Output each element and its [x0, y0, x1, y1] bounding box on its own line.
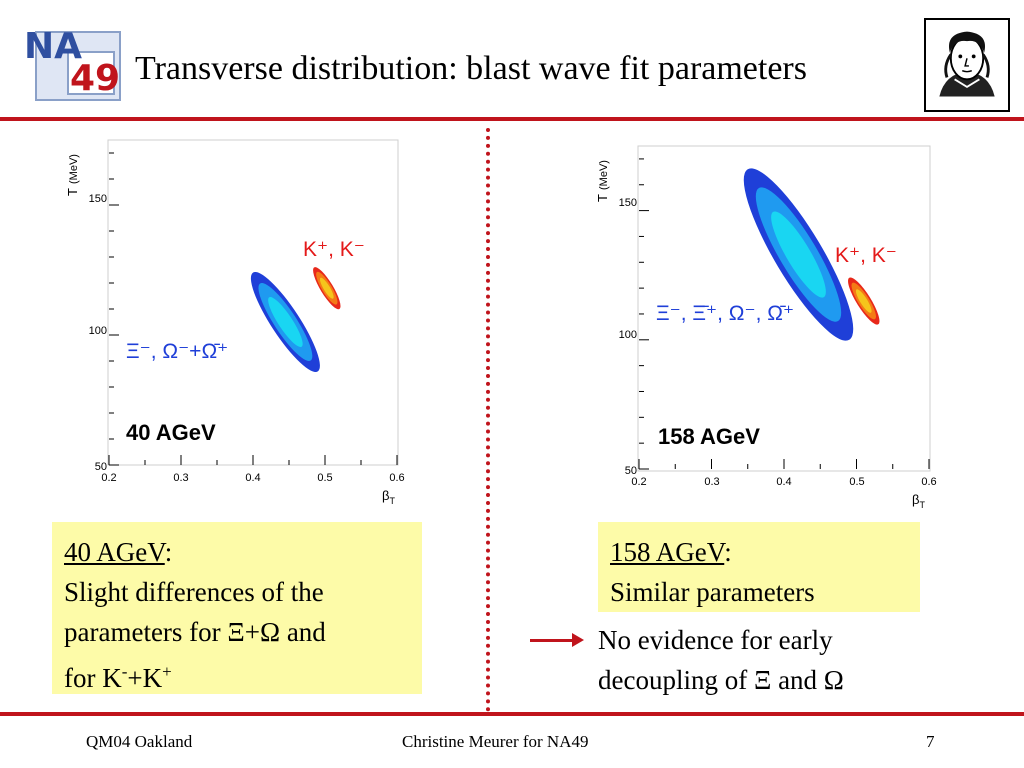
arrowhead-icon: [572, 633, 584, 647]
note-heading: 158 AGeV: [610, 537, 725, 567]
y-tick-label: 100: [619, 329, 637, 341]
goethe-portrait-icon: [924, 18, 1010, 112]
note-line: Similar parameters: [610, 577, 815, 607]
y-tick-label: 50: [95, 461, 107, 473]
contour-level: [771, 211, 826, 298]
contour-level: [319, 277, 334, 299]
page-number: 7: [926, 732, 935, 751]
vertical-divider: [486, 128, 490, 712]
contour-level: [855, 289, 872, 313]
top-divider: [0, 117, 1024, 121]
y-tick-label: 50: [625, 465, 637, 477]
right-arrow-icon: [530, 639, 574, 642]
x-tick-label: 0.6: [921, 476, 936, 488]
slide-title: Transverse distribution: blast wave fit …: [135, 50, 807, 87]
logo-na-text: NA: [24, 26, 82, 67]
energy-label: 158 AGeV: [658, 424, 760, 449]
y-tick-label: 100: [89, 325, 107, 337]
x-axis-label: βT: [912, 492, 925, 510]
x-tick-label: 0.6: [389, 472, 404, 484]
note-158agev: 158 AGeV: Similar parameters: [598, 522, 920, 612]
conclusion-line: No evidence for early: [598, 625, 833, 655]
x-tick-label: 0.3: [173, 472, 188, 484]
logo-49-text: 49: [70, 58, 120, 99]
conclusion-text: No evidence for early decoupling of Ξ an…: [598, 620, 844, 700]
x-tick-label: 0.4: [245, 472, 260, 484]
y-axis-unit: (MeV): [68, 154, 80, 184]
bottom-divider: [0, 712, 1024, 716]
y-axis-label: T: [65, 188, 80, 196]
x-tick-label: 0.2: [631, 476, 646, 488]
conclusion-line: decoupling of Ξ and Ω: [598, 665, 844, 695]
x-tick-label: 0.5: [317, 472, 332, 484]
series-label-kaons: K⁺, K⁻: [835, 244, 897, 267]
contours: [250, 267, 341, 373]
x-axis-label: βT: [382, 488, 395, 506]
note-line: parameters for Ξ+Ω and: [64, 617, 326, 647]
na49-logo: NA 49: [24, 26, 121, 101]
series-label-hyperons: Ξ⁻, Ξ̄⁺, Ω⁻, Ω̄⁺: [656, 302, 794, 325]
y-tick-label: 150: [89, 193, 107, 205]
note-line: Slight differences of the: [64, 577, 324, 607]
contours: [743, 168, 880, 341]
y-axis-unit: (MeV): [598, 160, 610, 190]
note-heading: 40 AGeV: [64, 537, 165, 567]
x-tick-label: 0.3: [704, 476, 719, 488]
y-tick-label: 150: [619, 197, 637, 209]
contour-level: [268, 296, 303, 348]
footer-left: QM04 Oakland: [86, 732, 193, 751]
y-axis-label: T: [595, 194, 610, 202]
x-tick-label: 0.4: [776, 476, 791, 488]
chart-158agev: T (MeV) 0.2 0.3 0.4 0.5 0.6 50 100 150 β…: [595, 145, 937, 510]
axes: [108, 152, 398, 466]
plot-frame: [107, 139, 399, 466]
x-tick-label: 0.5: [849, 476, 864, 488]
chart-40agev: T (MeV) 0.2 0.3 0.4 0.5 0.6 50 100 150 β…: [65, 139, 405, 506]
energy-label: 40 AGeV: [126, 420, 216, 445]
axes: [638, 158, 930, 470]
note-line: for K-+K+: [64, 662, 172, 693]
note-40agev: 40 AGeV: Slight differences of the param…: [52, 522, 422, 694]
series-label-hyperons: Ξ⁻, Ω⁻+Ω̄⁺: [126, 340, 228, 363]
x-tick-label: 0.2: [101, 472, 116, 484]
series-label-kaons: K⁺, K⁻: [303, 238, 365, 261]
footer-center: Christine Meurer for NA49: [402, 732, 589, 751]
